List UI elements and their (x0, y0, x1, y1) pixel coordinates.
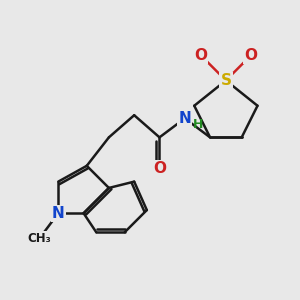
Text: O: O (245, 48, 258, 63)
Text: H: H (193, 118, 203, 131)
Text: N: N (178, 111, 191, 126)
Text: O: O (153, 161, 166, 176)
Text: N: N (52, 206, 65, 221)
Text: S: S (220, 73, 231, 88)
Text: O: O (194, 48, 207, 63)
Text: CH₃: CH₃ (28, 232, 51, 245)
